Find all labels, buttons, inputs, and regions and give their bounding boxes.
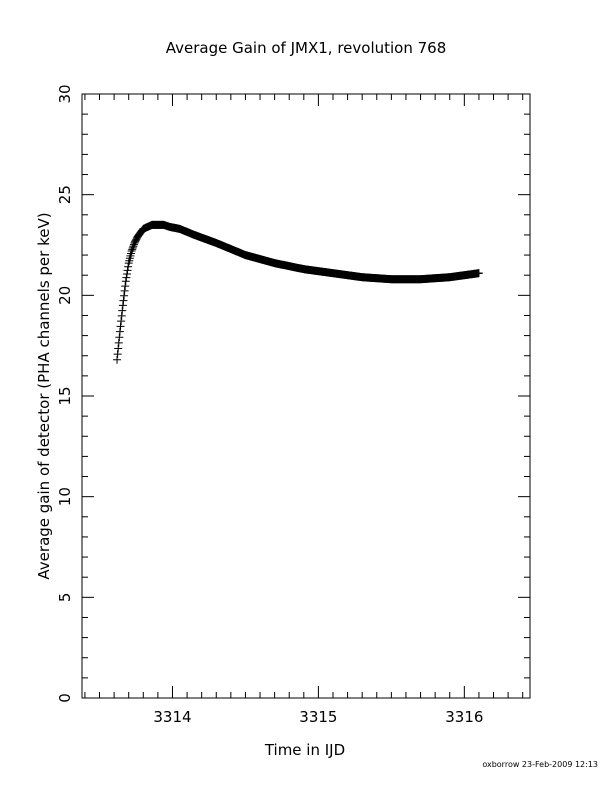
plot-frame <box>81 93 531 699</box>
data-point <box>121 282 130 291</box>
y-tick-label: 20 <box>56 286 74 305</box>
data-point <box>129 242 138 251</box>
axis-ticks <box>82 93 530 699</box>
data-point <box>127 247 136 256</box>
data-point <box>116 322 125 331</box>
data-point <box>121 277 130 286</box>
data-point <box>113 350 122 359</box>
y-tick-label: 30 <box>56 84 74 103</box>
data-point <box>122 273 131 282</box>
data-point <box>474 269 483 278</box>
y-axis-label: Average gain of detector (PHA channels p… <box>35 212 53 579</box>
x-axis-label: Time in IJD <box>264 741 345 759</box>
data-point <box>113 355 122 364</box>
data-point <box>115 327 124 336</box>
data-point <box>120 286 129 295</box>
y-tick-label: 15 <box>56 386 74 405</box>
data-point <box>114 344 123 353</box>
y-tick-label: 5 <box>56 593 74 603</box>
data-point <box>115 333 124 342</box>
footer-credit: oxborrow 23-Feb-2009 12:13 <box>482 760 598 769</box>
data-point <box>118 301 127 310</box>
y-tick-label: 25 <box>56 185 74 204</box>
y-tick-label: 10 <box>56 487 74 506</box>
data-point <box>119 296 128 305</box>
data-point <box>128 243 137 252</box>
data-point <box>118 306 127 315</box>
data-point <box>128 245 137 254</box>
x-tick-label: 3316 <box>445 708 483 726</box>
data-point <box>117 317 126 326</box>
y-tick-label: 0 <box>56 693 74 703</box>
data-point <box>117 311 126 320</box>
data-point <box>123 266 132 275</box>
tick-labels: 3314 3315 3316 0 5 10 15 20 25 30 <box>56 84 483 726</box>
chart-title: Average Gain of JMX1, revolution 768 <box>166 39 447 57</box>
data-point <box>120 291 129 300</box>
data-point <box>122 269 131 278</box>
x-tick-label: 3315 <box>299 708 337 726</box>
x-tick-label: 3314 <box>153 708 191 726</box>
data-point <box>124 262 133 271</box>
data-point <box>114 338 123 347</box>
data-markers <box>113 220 483 364</box>
